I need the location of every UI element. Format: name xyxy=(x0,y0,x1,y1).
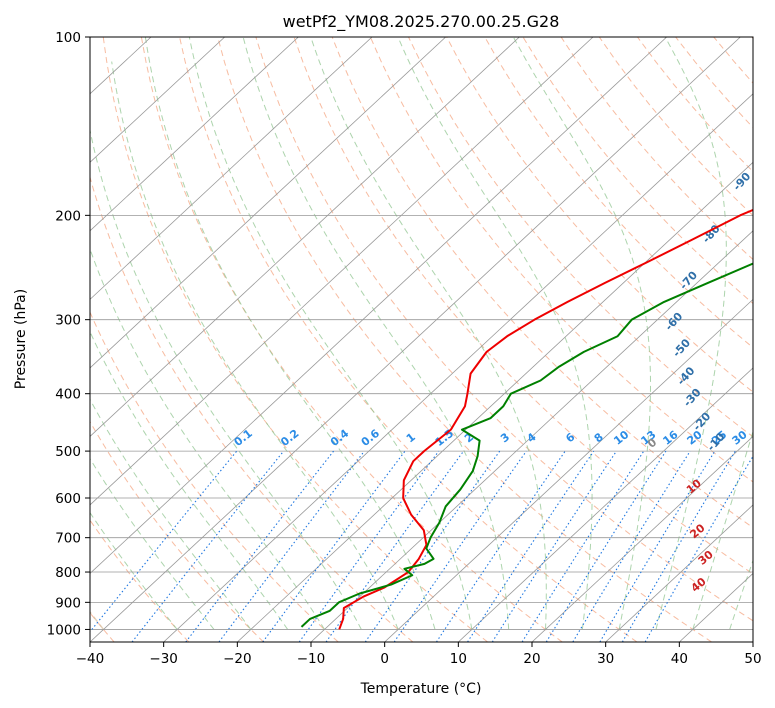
y-tick-label: 200 xyxy=(55,208,81,224)
y-tick-label: 100 xyxy=(55,30,81,46)
mixing-ratio-line xyxy=(131,450,285,642)
y-tick-label: 800 xyxy=(55,565,81,581)
isotherm-line xyxy=(90,37,446,369)
isotherm-line xyxy=(90,37,594,506)
x-tick-label: −20 xyxy=(223,651,252,667)
y-tick-label: 400 xyxy=(55,387,81,403)
isotherm-line xyxy=(90,37,741,642)
moist-adiabat-line xyxy=(188,37,473,630)
y-tick-label: 300 xyxy=(55,313,81,329)
dry-adiabat-line xyxy=(90,420,264,642)
isotherm-line xyxy=(90,37,225,163)
isotherm-line xyxy=(384,298,753,642)
isotherm-line xyxy=(90,37,299,232)
isotherm-line xyxy=(458,367,753,642)
x-tick-label: 0 xyxy=(380,651,389,667)
moist-adiabat-line xyxy=(242,37,510,630)
mixing-ratio-line xyxy=(491,450,617,642)
moist-adiabat-line xyxy=(655,37,727,630)
x-tick-label: −40 xyxy=(76,651,105,667)
dry-adiabat-line xyxy=(293,37,753,575)
dry-adiabat-line xyxy=(369,37,753,483)
isotherm-line xyxy=(90,37,373,300)
dry-adiabat-line xyxy=(331,37,753,529)
mixing-ratio-line xyxy=(467,450,595,642)
temperature-profile-line xyxy=(338,208,753,630)
x-tick-label: −30 xyxy=(149,651,178,667)
moist-adiabat-line xyxy=(310,37,547,630)
mixing-ratio-line xyxy=(572,450,691,642)
isobar-grid xyxy=(90,37,753,630)
x-tick-label: 10 xyxy=(450,651,467,667)
x-tick-label: 20 xyxy=(523,651,540,667)
dry-adiabat-line xyxy=(446,37,753,393)
plot-frame xyxy=(89,36,754,643)
isotherm-line xyxy=(90,37,520,437)
dry-adiabat-line xyxy=(255,37,753,622)
isotherm-line xyxy=(531,435,753,642)
isotherm-line xyxy=(90,37,667,575)
isotherm-line xyxy=(237,161,753,642)
isotherm-line xyxy=(310,230,753,642)
y-tick-label: 700 xyxy=(55,531,81,547)
y-tick-label: 900 xyxy=(55,595,81,611)
x-tick-label: 30 xyxy=(597,651,614,667)
y-tick-label: 500 xyxy=(55,444,81,460)
dry-adiabat-line xyxy=(217,37,712,642)
moist-adiabats xyxy=(90,37,753,630)
mixing-ratio-line xyxy=(262,450,406,642)
mixing-ratio-line xyxy=(90,450,238,633)
mixing-ratio-line xyxy=(521,450,645,642)
x-axis-title: Temperature (°C) xyxy=(360,681,482,697)
dry-adiabat-line xyxy=(408,37,753,438)
mixing-ratio-line xyxy=(393,450,527,642)
mixing-ratio-label: 36 xyxy=(750,428,770,448)
moist-adiabat-line xyxy=(90,127,362,630)
moist-adiabat-line xyxy=(692,429,753,630)
x-tick-label: 50 xyxy=(744,651,761,667)
isotherms xyxy=(90,37,753,642)
mixing-ratio-line xyxy=(298,450,440,642)
chart-title: wetPf2_YM08.2025.270.00.25.G28 xyxy=(283,12,560,32)
dry-adiabat-line xyxy=(179,37,638,642)
mixing-ratio-line xyxy=(435,450,566,642)
dewpoint-profile-line xyxy=(300,262,753,628)
mixing-ratio-line xyxy=(218,450,365,642)
moist-adiabat-line xyxy=(729,559,753,630)
moist-adiabat-line xyxy=(512,37,652,630)
x-axis-ticks: −40 −30 −20 −10 0 10 20 30 40 50 xyxy=(76,642,762,667)
y-axis-ticks: 1000 900 800 700 600 500 400 300 200 100 xyxy=(47,30,90,638)
y-axis-title: Pressure (hPa) xyxy=(13,289,29,389)
mixing-ratio-line xyxy=(364,450,501,642)
y-tick-label: 1000 xyxy=(47,622,81,638)
isotherm-line xyxy=(163,93,753,642)
moist-adiabat-line xyxy=(144,37,436,630)
x-tick-label: −10 xyxy=(297,651,326,667)
moist-adiabat-line xyxy=(397,37,593,630)
moist-adiabat-line xyxy=(90,247,325,630)
dry-adiabats xyxy=(90,37,753,642)
y-tick-label: 600 xyxy=(55,491,81,507)
isotherm-line xyxy=(605,504,753,642)
profile-series xyxy=(300,208,753,630)
x-tick-label: 40 xyxy=(671,651,688,667)
moist-adiabat-line xyxy=(90,457,215,630)
